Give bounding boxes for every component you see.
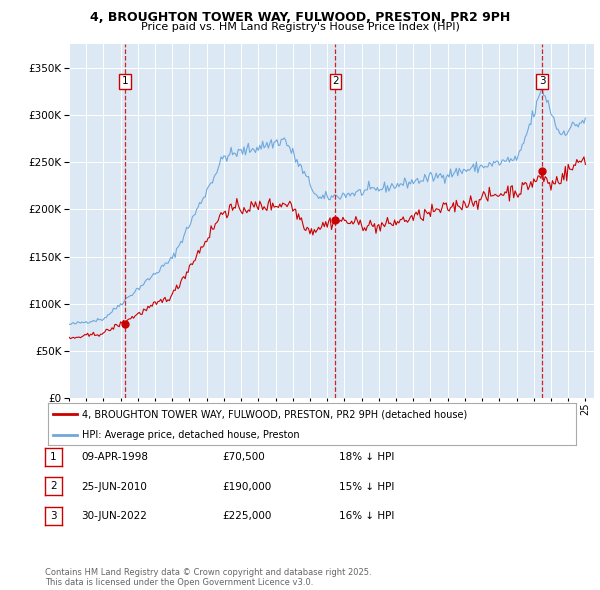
Text: HPI: Average price, detached house, Preston: HPI: Average price, detached house, Pres…	[82, 430, 300, 440]
Text: 25-JUN-2010: 25-JUN-2010	[81, 482, 147, 491]
Text: Price paid vs. HM Land Registry's House Price Index (HPI): Price paid vs. HM Land Registry's House …	[140, 22, 460, 32]
Text: 1: 1	[122, 77, 128, 86]
Text: 2: 2	[50, 481, 57, 491]
Text: 2: 2	[332, 77, 339, 86]
Text: 3: 3	[539, 77, 545, 86]
Text: 30-JUN-2022: 30-JUN-2022	[81, 512, 147, 521]
Text: £225,000: £225,000	[222, 512, 271, 521]
Text: 4, BROUGHTON TOWER WAY, FULWOOD, PRESTON, PR2 9PH (detached house): 4, BROUGHTON TOWER WAY, FULWOOD, PRESTON…	[82, 409, 467, 419]
Text: 4, BROUGHTON TOWER WAY, FULWOOD, PRESTON, PR2 9PH: 4, BROUGHTON TOWER WAY, FULWOOD, PRESTON…	[90, 11, 510, 24]
Text: £70,500: £70,500	[222, 453, 265, 462]
Text: 18% ↓ HPI: 18% ↓ HPI	[339, 453, 394, 462]
Text: 3: 3	[50, 511, 57, 520]
Text: 1: 1	[50, 452, 57, 461]
Text: 15% ↓ HPI: 15% ↓ HPI	[339, 482, 394, 491]
Text: 09-APR-1998: 09-APR-1998	[81, 453, 148, 462]
Text: 16% ↓ HPI: 16% ↓ HPI	[339, 512, 394, 521]
Text: £190,000: £190,000	[222, 482, 271, 491]
Text: Contains HM Land Registry data © Crown copyright and database right 2025.
This d: Contains HM Land Registry data © Crown c…	[45, 568, 371, 587]
